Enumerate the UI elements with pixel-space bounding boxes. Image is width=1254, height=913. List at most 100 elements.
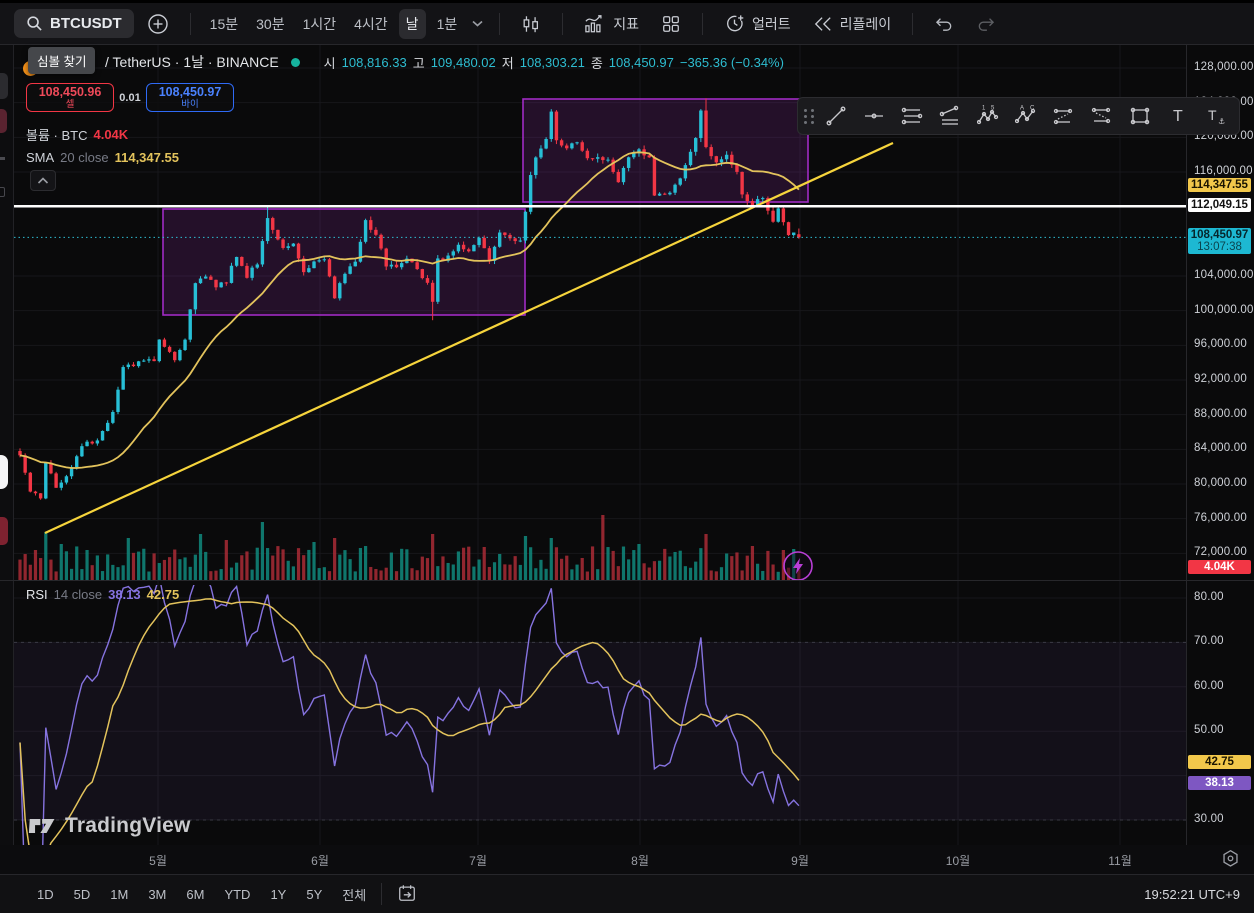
short-position-tool-icon[interactable]: [1083, 100, 1121, 132]
time-axis-month-label: 10월: [945, 854, 971, 868]
alert-clock-icon: [724, 13, 745, 34]
trend-line-tool-icon[interactable]: [817, 100, 855, 132]
long-position-tool-icon[interactable]: [1045, 100, 1083, 132]
chart-canvas[interactable]: [14, 45, 1186, 845]
range-button-전체[interactable]: 전체: [342, 887, 367, 903]
symbol-name: BTCUSDT: [50, 15, 122, 32]
compare-add-button[interactable]: [138, 8, 178, 40]
layout-templates-button[interactable]: [652, 9, 690, 39]
volume-legend[interactable]: 볼륨 · BTC 4.04K: [26, 127, 129, 143]
range-button-5D[interactable]: 5D: [73, 886, 91, 902]
fib-channel-tool-icon[interactable]: [931, 100, 969, 132]
market-status-dot[interactable]: [290, 57, 300, 67]
interval-button-30분[interactable]: 30분: [256, 15, 285, 32]
grid-layout-icon: [661, 14, 681, 34]
redo-button[interactable]: [967, 11, 1005, 37]
sell-button[interactable]: 108,450.96 셀: [26, 83, 114, 112]
rsi-tick: 70.00: [1194, 635, 1224, 648]
svg-text:A: A: [1020, 106, 1024, 112]
pair-title: / TetherUS · 1날 · BINANCE: [105, 54, 279, 70]
text-tool-icon[interactable]: T: [1159, 100, 1197, 132]
range-button-YTD[interactable]: YTD: [224, 886, 251, 902]
drawing-tools: 1 5 A C T T ⚓: [817, 100, 1235, 132]
toolbar-drag-handle[interactable]: [802, 104, 815, 128]
interval-button-4시간[interactable]: 4시간: [354, 15, 388, 32]
alert-button[interactable]: 얼러트: [715, 8, 800, 39]
time-axis-month-label: 7월: [469, 854, 487, 868]
rsi-ma-axis-label: 42.75: [1188, 755, 1251, 770]
indicators-label: 지표: [613, 15, 639, 32]
interval-button-1분[interactable]: 1분: [436, 15, 458, 32]
tradingview-logo-icon: [28, 818, 55, 834]
quick-trade-lightning-button[interactable]: [783, 551, 813, 581]
sma-price-label: 114,347.55: [1188, 178, 1251, 193]
sma-legend[interactable]: SMA 20 close 114,347.55: [26, 150, 179, 165]
rsi-axis-label: 38.13: [1188, 775, 1251, 790]
last-price-label: 108,450.97 13:07:38: [1188, 228, 1251, 255]
undo-button[interactable]: [925, 11, 963, 37]
bottom-toolbar: 1D 5D 1M 3M 6M YTD 1Y 5Y 전체 19:52:21 UTC+9: [0, 875, 1254, 913]
price-tick: 96,000.00: [1194, 338, 1247, 351]
legend-collapse-button[interactable]: [30, 170, 56, 191]
svg-text:⚓: ⚓: [1218, 117, 1225, 126]
rsi-legend[interactable]: RSI 14 close 38.13 42.75: [26, 587, 180, 602]
price-tick: 84,000.00: [1194, 442, 1247, 455]
interval-button-1시간[interactable]: 1시간: [302, 15, 337, 32]
indicators-icon: [584, 14, 606, 34]
partial-tool: [0, 73, 8, 99]
rsi-ma-value: 42.75: [146, 587, 180, 602]
price-tick: 80,000.00: [1194, 476, 1247, 489]
interval-button-15분[interactable]: 15분: [209, 15, 239, 32]
toolbar-separator: [381, 883, 383, 905]
price-tick: 100,000.00: [1194, 303, 1254, 316]
interval-button-날[interactable]: 날: [398, 8, 426, 39]
rectangle-tool-icon[interactable]: [1121, 100, 1159, 132]
symbol-search-button[interactable]: BTCUSDT: [14, 9, 134, 38]
ohlc-values: 시 108,816.33 고 109,480.02 저 108,303.21 종 108…: [323, 54, 784, 71]
time-axis[interactable]: 5월 6월 7월 8월 9월 10월 11월: [0, 845, 1254, 875]
range-button-5Y[interactable]: 5Y: [306, 886, 323, 902]
partial-tool: [0, 517, 8, 545]
buy-button[interactable]: 108,450.97 바이: [146, 83, 234, 112]
toolbar-separator: [189, 12, 191, 35]
rsi-value: 38.13: [108, 587, 141, 602]
range-button-1D[interactable]: 1D: [37, 886, 54, 902]
horizontal-line-tool-icon[interactable]: [855, 100, 893, 132]
replay-icon: [813, 15, 833, 33]
replay-button[interactable]: 리플레이: [804, 9, 901, 39]
indicators-button[interactable]: 지표: [575, 9, 648, 39]
svg-text:T: T: [1208, 107, 1217, 123]
range-button-1Y[interactable]: 1Y: [270, 886, 287, 902]
range-button-3M[interactable]: 3M: [148, 886, 167, 902]
pane-divider[interactable]: [0, 580, 1254, 581]
chart-area[interactable]: [14, 45, 1186, 845]
time-axis-month-label: 9월: [791, 854, 809, 868]
range-button-6M[interactable]: 6M: [186, 886, 205, 902]
rsi-tick: 30.00: [1194, 813, 1224, 825]
tradingview-watermark: TradingView: [28, 814, 191, 838]
fib-retracement-tool-icon[interactable]: [893, 100, 931, 132]
chart-style-button[interactable]: [512, 9, 550, 39]
alert-label: 얼러트: [752, 15, 791, 32]
symbol-search-tooltip: 심볼 찾기: [28, 47, 96, 74]
axis-settings-gear-icon[interactable]: [1221, 849, 1240, 873]
rsi-tick: 60.00: [1194, 679, 1224, 692]
partial-tool: [0, 157, 5, 160]
anchored-text-tool-icon[interactable]: T ⚓: [1197, 100, 1235, 132]
toolbar-separator: [562, 12, 564, 35]
go-to-date-button[interactable]: [390, 879, 424, 910]
volume-value: 4.04K: [93, 127, 129, 142]
range-group: 1D 5D 1M 3M 6M YTD 1Y 5Y 전체: [30, 881, 373, 908]
rsi-tick: 50.00: [1194, 724, 1224, 737]
interval-dropdown-caret[interactable]: [468, 16, 487, 31]
partial-tool: [0, 109, 7, 133]
trade-panel: 108,450.96 셀 0.01 108,450.97 바이: [26, 83, 234, 112]
range-button-1M[interactable]: 1M: [110, 886, 129, 902]
price-axis[interactable]: 128,000.00124,000.00120,000.00116,000.00…: [1186, 45, 1254, 845]
clock-utc[interactable]: 19:52:21 UTC+9: [1144, 886, 1240, 902]
toolbar-separator: [499, 12, 501, 35]
